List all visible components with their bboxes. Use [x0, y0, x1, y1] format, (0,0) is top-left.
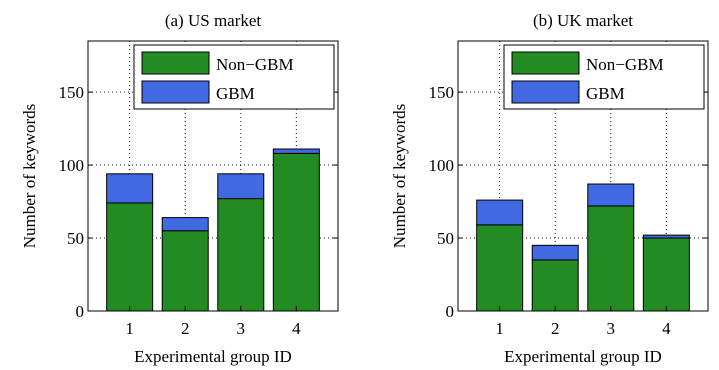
bar-series0-cat1: [161, 230, 209, 312]
bar-series0-cat1: [531, 259, 579, 312]
x-axis-label: Experimental group ID: [134, 347, 292, 366]
chart-title: (a) US market: [165, 11, 262, 30]
bar-series1-cat1: [161, 217, 209, 232]
chart-title: (b) UK market: [533, 11, 633, 30]
plot-frame: [457, 40, 709, 312]
legend-label: Non−GBM: [586, 55, 664, 74]
bar-series0-cat2: [587, 205, 635, 312]
legend-swatch: [511, 80, 580, 104]
x-tick-label: 4: [292, 319, 301, 338]
x-tick-label: 3: [607, 319, 616, 338]
x-tick-label: 2: [181, 319, 190, 338]
x-tick-label: 1: [125, 319, 134, 338]
x-tick-label: 3: [237, 319, 246, 338]
y-tick-label: 50: [67, 229, 84, 248]
bar-series0-cat0: [476, 224, 524, 312]
y-tick-label: 100: [59, 156, 85, 175]
x-axis-label: Experimental group ID: [504, 347, 662, 366]
bar-series0-cat0: [106, 202, 154, 312]
plot-frame: [87, 40, 339, 312]
y-tick-label: 50: [437, 229, 454, 248]
y-axis-label: Number of keywords: [20, 104, 39, 248]
bar-series0-cat3: [642, 237, 690, 312]
legend-label: GBM: [216, 84, 255, 103]
bar-series1-cat0: [106, 173, 154, 204]
legend-swatch: [141, 51, 210, 75]
bar-series1-cat1: [531, 244, 579, 261]
bar-series1-cat3: [272, 148, 320, 154]
y-tick-label: 150: [59, 83, 85, 102]
bar-series1-cat3: [642, 234, 690, 239]
x-tick-label: 2: [551, 319, 560, 338]
legend-swatch: [141, 80, 210, 104]
legend-label: Non−GBM: [216, 55, 294, 74]
bar-series1-cat0: [476, 199, 524, 226]
y-tick-label: 100: [429, 156, 455, 175]
x-tick-label: 1: [495, 319, 504, 338]
legend-label: GBM: [586, 84, 625, 103]
bar-series0-cat3: [272, 152, 320, 312]
bar-series1-cat2: [217, 173, 265, 200]
y-tick-label: 0: [446, 302, 455, 321]
bar-series1-cat2: [587, 183, 635, 207]
bar-series0-cat2: [217, 198, 265, 312]
y-tick-label: 0: [76, 302, 85, 321]
y-axis-label: Number of keywords: [390, 104, 409, 248]
y-tick-label: 150: [429, 83, 455, 102]
legend-swatch: [511, 51, 580, 75]
x-tick-label: 4: [662, 319, 671, 338]
